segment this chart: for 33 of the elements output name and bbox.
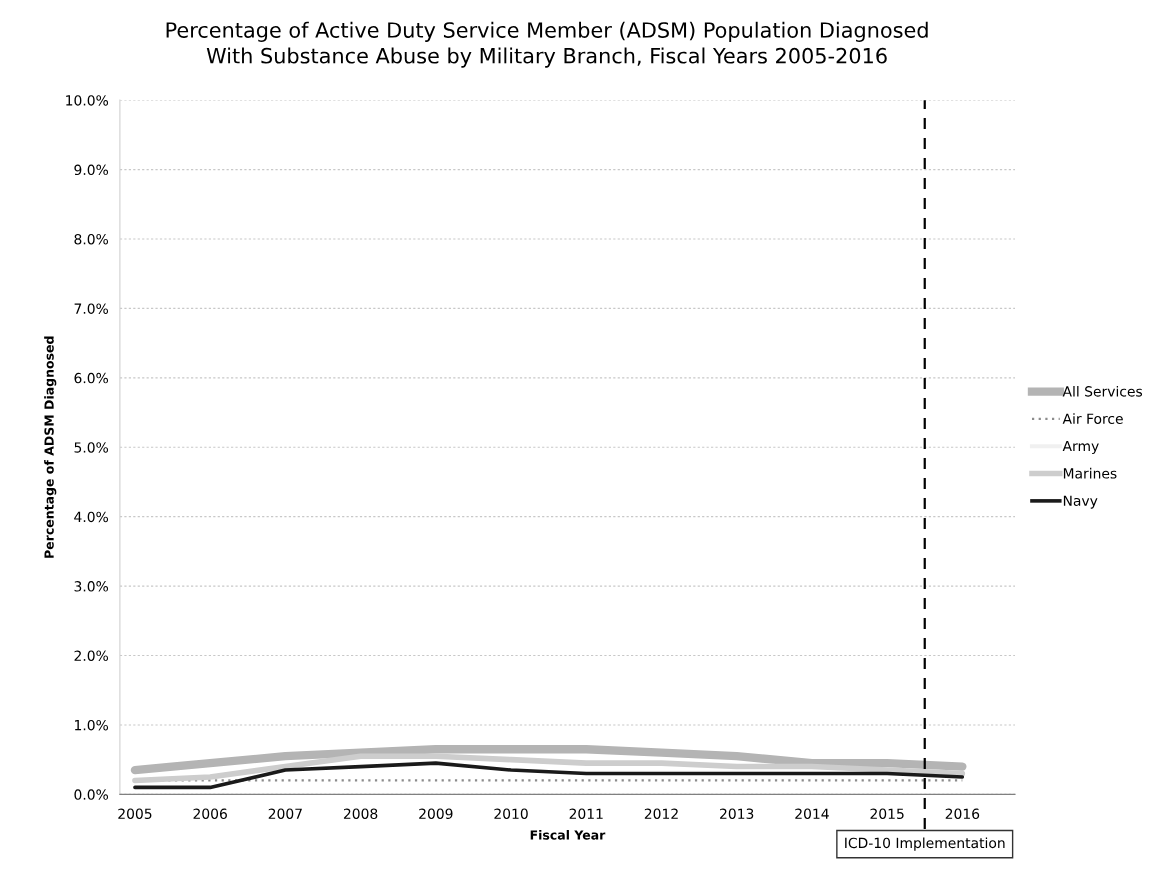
legend-label: All Services xyxy=(1062,385,1143,397)
x-tick-label: 2005 xyxy=(118,808,152,819)
y-tick-label: 7.0% xyxy=(74,303,109,314)
x-tick-label: 2013 xyxy=(720,808,754,819)
chart-title: Percentage of Active Duty Service Member (ADSM) Population Diagnosed With Substance Abuse by Military Branch, Fiscal Years 2005-2016 xyxy=(166,21,928,68)
y-tick-label: 8.0% xyxy=(74,233,109,245)
y-tick-label: 5.0% xyxy=(74,442,109,453)
x-tick-label: 2015 xyxy=(870,808,904,819)
y-tick-label: 2.0% xyxy=(74,650,109,661)
x-tick-label: 2012 xyxy=(644,808,678,819)
line-series xyxy=(133,761,965,790)
y-tick-label: 3.0% xyxy=(74,581,109,592)
legend-label: Army xyxy=(1062,440,1099,454)
legend-label: Marines xyxy=(1063,467,1117,479)
y-tick-label: 0.0% xyxy=(74,789,109,800)
y-tick-label: 1.0% xyxy=(75,719,109,731)
legend-label: Air Force xyxy=(1062,413,1123,424)
y-tick-label: 6.0% xyxy=(74,372,109,384)
x-tick-label: 2008 xyxy=(343,808,378,819)
x-tick-label: 2007 xyxy=(268,808,302,819)
y-tick-label: 4.0% xyxy=(74,511,109,523)
x-tick-label: 2009 xyxy=(419,808,453,819)
x-axis-title: Fiscal Year xyxy=(530,830,606,840)
x-tick-label: 2016 xyxy=(945,808,980,819)
x-tick-label: 2011 xyxy=(569,808,603,819)
legend-label: Navy xyxy=(1063,495,1098,509)
x-tick-label: 2010 xyxy=(494,808,528,819)
ref-line-label: ICD-10 Implementation xyxy=(845,837,1005,851)
y-tick-label: 9.0% xyxy=(74,164,109,176)
y-tick-label: 10.0% xyxy=(66,95,109,106)
x-tick-label: 2014 xyxy=(795,808,829,819)
x-tick-label: 2006 xyxy=(193,808,227,819)
y-axis-title: Percentage of ADSM Diagnosed xyxy=(44,336,57,558)
